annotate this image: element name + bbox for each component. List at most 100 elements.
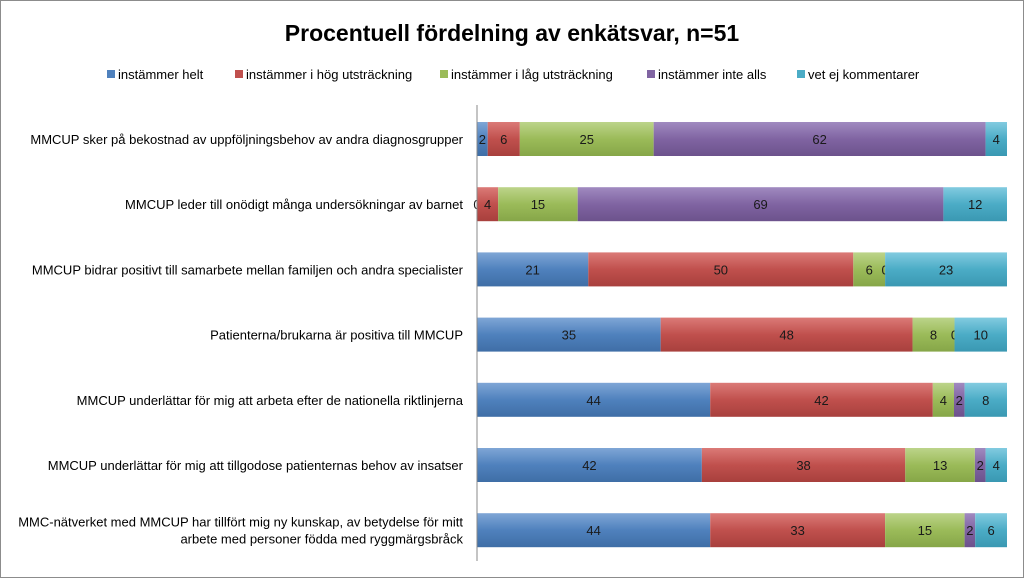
data-label: 44	[586, 393, 600, 408]
data-label: 33	[790, 523, 804, 538]
bar-segment	[954, 317, 1007, 352]
bar-segment	[477, 187, 499, 222]
data-label: 4	[993, 132, 1000, 147]
bar-segment	[477, 317, 661, 352]
data-label: 4	[940, 393, 947, 408]
bar-segment	[954, 382, 965, 417]
data-label: 42	[814, 393, 828, 408]
data-label: 21	[525, 262, 539, 277]
data-label: 50	[714, 262, 728, 277]
data-label: 6	[866, 262, 873, 277]
bar-segment	[885, 513, 965, 548]
legend-item: instämmer i låg utsträckning	[440, 67, 613, 82]
data-label: 42	[582, 458, 596, 473]
data-label: 4	[993, 458, 1000, 473]
bar-segment	[710, 382, 933, 417]
bar-segment	[519, 122, 654, 156]
legend-label: vet ej kommentarer	[808, 67, 920, 82]
legend-swatch	[235, 70, 243, 78]
data-label: 23	[939, 262, 953, 277]
legend-item: instämmer i hög utsträckning	[235, 67, 412, 82]
bars: 2625624041569122150602335488010444242842…	[473, 122, 1007, 548]
legend-swatch	[107, 70, 115, 78]
legend-item: instämmer helt	[107, 67, 204, 82]
data-label: 4	[484, 197, 491, 212]
bar-row: 42 38 13 2 4	[477, 448, 1007, 482]
chart-title: Procentuell fördelning av enkätsvar, n=5…	[285, 20, 740, 46]
data-label: 48	[779, 328, 793, 343]
bar-row: 44 33 15 2 6	[477, 513, 1007, 548]
bar-segment	[653, 122, 986, 156]
bar-row: 04156912	[473, 187, 1007, 222]
category-label: arbete med personer födda med ryggmärgsb…	[180, 532, 463, 547]
legend-swatch	[440, 70, 448, 78]
data-label: 12	[968, 197, 982, 212]
bar-segment	[932, 382, 954, 417]
legend-swatch	[797, 70, 805, 78]
bar-segment	[477, 122, 488, 156]
bar-row: 21506023	[477, 252, 1007, 287]
bar-segment	[660, 317, 913, 352]
bar-segment	[964, 513, 976, 548]
category-label: Patienterna/brukarna är positiva till MM…	[210, 328, 463, 343]
data-label: 15	[531, 197, 545, 212]
data-label: 25	[580, 132, 594, 147]
bar-segment	[477, 382, 711, 417]
legend-item: vet ej kommentarer	[797, 67, 920, 82]
bar-segment	[905, 448, 975, 482]
data-label: 69	[753, 197, 767, 212]
bar-segment	[477, 448, 702, 482]
bar-segment	[853, 252, 886, 287]
category-label: MMCUP leder till onödigt många undersökn…	[125, 197, 463, 212]
category-label: MMCUP bidrar positivt till samarbete mel…	[32, 262, 464, 277]
category-label: MMCUP underlättar för mig att tillgodose…	[48, 458, 464, 473]
bar-segment	[588, 252, 854, 287]
legend-label: instämmer i låg utsträckning	[451, 67, 613, 82]
bar-segment	[985, 448, 1007, 482]
data-label: 62	[812, 132, 826, 147]
bar-segment	[477, 252, 589, 287]
data-label: 2	[956, 393, 963, 408]
bar-segment	[885, 252, 1007, 287]
bar-segment	[477, 513, 711, 548]
data-label: 8	[930, 328, 937, 343]
category-label: MMC-nätverket med MMCUP har tillfört mig…	[18, 515, 463, 530]
category-label: MMCUP sker på bekostnad av uppföljningsb…	[30, 132, 463, 147]
data-label: 2	[977, 458, 984, 473]
bar-segment	[577, 187, 944, 222]
bar-segment	[974, 448, 986, 482]
bar-row: 35488010	[477, 317, 1007, 352]
data-label: 44	[586, 523, 600, 538]
category-labels: MMCUP sker på bekostnad av uppföljningsb…	[18, 132, 464, 547]
data-label: 2	[966, 523, 973, 538]
bar-row: 44 42 4 2 8	[477, 382, 1007, 417]
data-label: 6	[987, 523, 994, 538]
bar-segment	[701, 448, 906, 482]
bar-segment	[710, 513, 886, 548]
bar-segment	[975, 513, 1007, 548]
legend-item: instämmer inte alls	[647, 67, 767, 82]
legend-label: instämmer i hög utsträckning	[246, 67, 412, 82]
legend-label: instämmer helt	[118, 67, 204, 82]
legend: instämmer helt instämmer i hög utsträckni…	[107, 67, 920, 82]
data-label: 10	[974, 328, 988, 343]
data-label: 8	[982, 393, 989, 408]
data-label: 38	[796, 458, 810, 473]
category-label: MMCUP underlättar för mig att arbeta eft…	[77, 393, 464, 408]
bar-segment	[498, 187, 578, 222]
bar-segment	[943, 187, 1007, 222]
data-label: 35	[562, 328, 576, 343]
data-label: 2	[479, 132, 486, 147]
bar-segment	[912, 317, 955, 352]
bar-segment	[985, 122, 1007, 156]
bar-segment	[964, 382, 1007, 417]
legend-swatch	[647, 70, 655, 78]
bar-row: 2 6 25 62 4	[477, 122, 1007, 156]
data-label: 15	[918, 523, 932, 538]
data-label: 13	[933, 458, 947, 473]
bar-segment	[487, 122, 520, 156]
legend-label: instämmer inte alls	[658, 67, 767, 82]
data-label: 6	[500, 132, 507, 147]
